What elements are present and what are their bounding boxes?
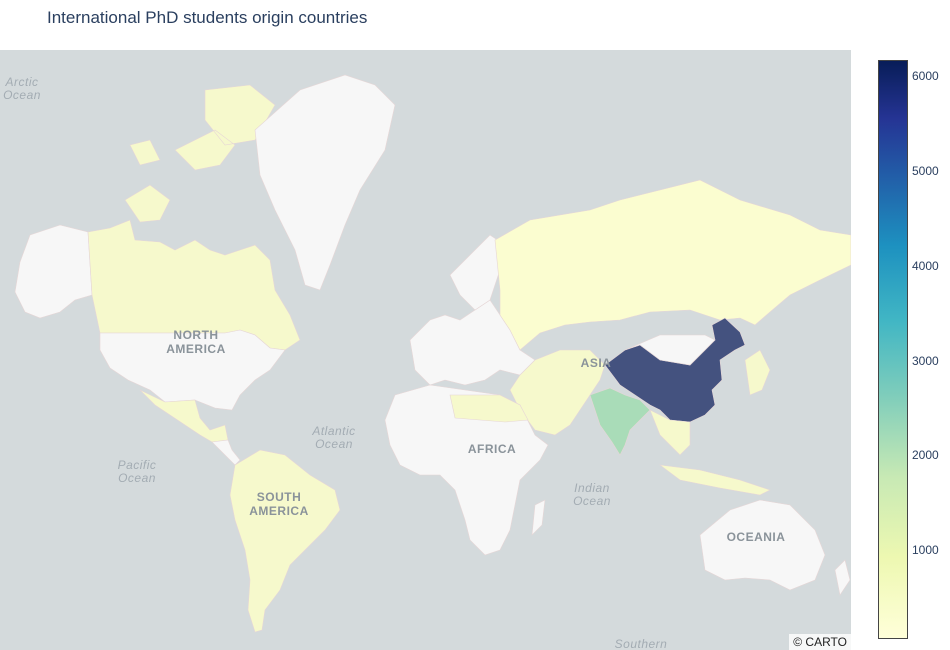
region-arctic-islands: [124, 84, 276, 223]
region-south-america: [229, 449, 341, 633]
map-attribution[interactable]: © CARTO: [789, 634, 851, 650]
label-north-america: NORTH AMERICA: [166, 328, 226, 356]
map-area[interactable]: Arctic Ocean Atlantic Ocean Pacific Ocea…: [0, 50, 851, 650]
label-oceania: OCEANIA: [726, 530, 786, 544]
region-india: [589, 387, 651, 456]
label-africa: AFRICA: [467, 442, 517, 456]
colorbar: [878, 60, 908, 639]
chart-title: International PhD students origin countr…: [47, 8, 368, 27]
region-europe: [409, 299, 536, 386]
colorbar-tick: 3000: [912, 354, 939, 368]
region-russia: [494, 179, 851, 351]
label-southern-ocean: Southern: [614, 637, 668, 650]
region-north-africa: [449, 394, 529, 423]
label-atlantic-ocean: Atlantic Ocean: [312, 424, 356, 451]
world-map[interactable]: [0, 50, 851, 650]
label-pacific-ocean: Pacific Ocean: [117, 458, 157, 485]
colorbar-tick: 5000: [912, 164, 939, 178]
region-madagascar: [531, 499, 546, 536]
colorbar-tick: 1000: [912, 543, 939, 557]
region-mongolia: [624, 334, 716, 366]
colorbar-tick: 6000: [912, 69, 939, 83]
region-usa: [99, 329, 286, 411]
label-indian-ocean: Indian Ocean: [573, 481, 611, 508]
label-asia: ASIA: [580, 356, 612, 370]
region-australia: [699, 499, 826, 591]
colorbar-tick: 4000: [912, 259, 939, 273]
region-new-zealand: [834, 559, 851, 596]
label-arctic-ocean: Arctic Ocean: [3, 75, 41, 102]
region-central-america: [211, 439, 241, 466]
region-greenland: [254, 74, 396, 291]
region-japan: [744, 349, 771, 396]
label-south-america: SOUTH AMERICA: [249, 490, 309, 518]
region-alaska: [14, 224, 93, 319]
colorbar-tick: 2000: [912, 448, 939, 462]
region-southeast-asia: [649, 409, 771, 496]
